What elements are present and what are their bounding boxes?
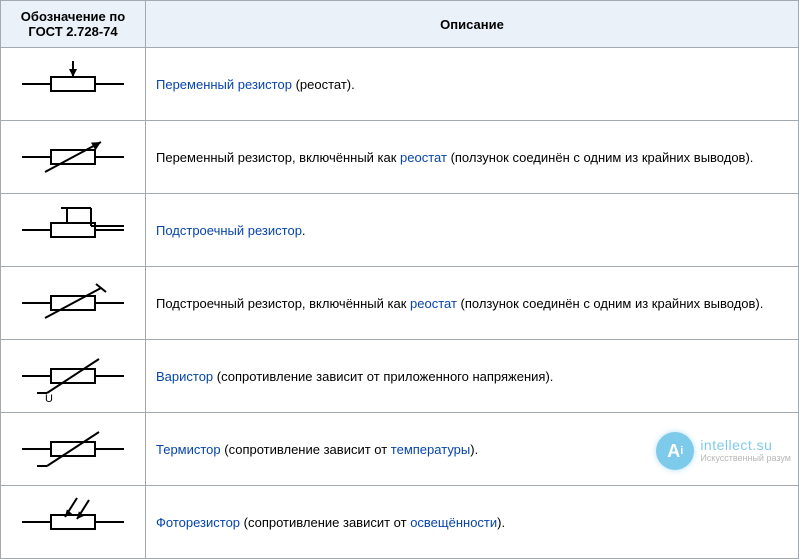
text-span: (сопротивление зависит от приложенного н… [213, 369, 553, 384]
symbol-cell-variable-resistor [1, 48, 146, 121]
text-span: (ползунок соединён с одним из крайних вы… [457, 296, 763, 311]
table-row: Фоторезистор (сопротивление зависит от о… [1, 486, 799, 559]
text-span: Переменный резистор, включённый как [156, 150, 400, 165]
text-span: Подстроечный резистор, включённый как [156, 296, 410, 311]
column-header-symbol: Обозначение по ГОСТ 2.728-74 [1, 1, 146, 48]
text-span: (ползунок соединён с одним из крайних вы… [447, 150, 753, 165]
text-span: (сопротивление зависит от [221, 442, 391, 457]
text-span: . [302, 223, 306, 238]
text-span: ). [470, 442, 478, 457]
svg-text:U: U [45, 393, 53, 404]
link[interactable]: температуры [391, 442, 470, 457]
link[interactable]: освещённости [410, 515, 497, 530]
symbol-cell-trimming-resistor [1, 194, 146, 267]
link[interactable]: Термистор [156, 442, 221, 457]
link[interactable]: Варистор [156, 369, 213, 384]
link[interactable]: реостат [400, 150, 447, 165]
symbol-cell-variable-resistor-rheostat [1, 121, 146, 194]
table-row: Переменный резистор, включённый как реос… [1, 121, 799, 194]
table-row: Термистор (сопротивление зависит от темп… [1, 413, 799, 486]
column-header-description: Описание [146, 1, 799, 48]
link[interactable]: Фоторезистор [156, 515, 240, 530]
symbol-cell-varistor: U [1, 340, 146, 413]
text-span: (сопротивление зависит от [240, 515, 410, 530]
text-span: (реостат). [292, 77, 355, 92]
description-cell: Варистор (сопротивление зависит от прило… [146, 340, 799, 413]
description-cell: Фоторезистор (сопротивление зависит от о… [146, 486, 799, 559]
link[interactable]: Подстроечный резистор [156, 223, 302, 238]
description-cell: Термистор (сопротивление зависит от темп… [146, 413, 799, 486]
link[interactable]: реостат [410, 296, 457, 311]
table-row: Переменный резистор (реостат). [1, 48, 799, 121]
description-cell: Переменный резистор (реостат). [146, 48, 799, 121]
description-cell: Подстроечный резистор. [146, 194, 799, 267]
text-span: ). [497, 515, 505, 530]
link[interactable]: Переменный резистор [156, 77, 292, 92]
symbol-cell-photoresistor [1, 486, 146, 559]
resistor-symbols-table: Обозначение по ГОСТ 2.728-74 Описание Пе… [0, 0, 799, 559]
description-cell: Переменный резистор, включённый как реос… [146, 121, 799, 194]
symbol-cell-thermistor [1, 413, 146, 486]
table-row: Подстроечный резистор, включённый как ре… [1, 267, 799, 340]
table-row: Подстроечный резистор. [1, 194, 799, 267]
table-row: U Варистор (сопротивление зависит от прил… [1, 340, 799, 413]
description-cell: Подстроечный резистор, включённый как ре… [146, 267, 799, 340]
symbol-cell-trimming-resistor-rheostat [1, 267, 146, 340]
